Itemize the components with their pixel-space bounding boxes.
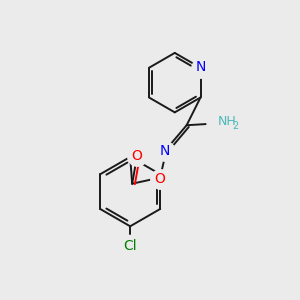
Text: N: N [195,60,206,74]
Text: N: N [160,144,170,158]
Text: 2: 2 [232,121,239,131]
Text: Cl: Cl [123,239,137,253]
Text: O: O [154,172,165,186]
Text: NH: NH [218,115,236,128]
Text: O: O [132,149,142,163]
